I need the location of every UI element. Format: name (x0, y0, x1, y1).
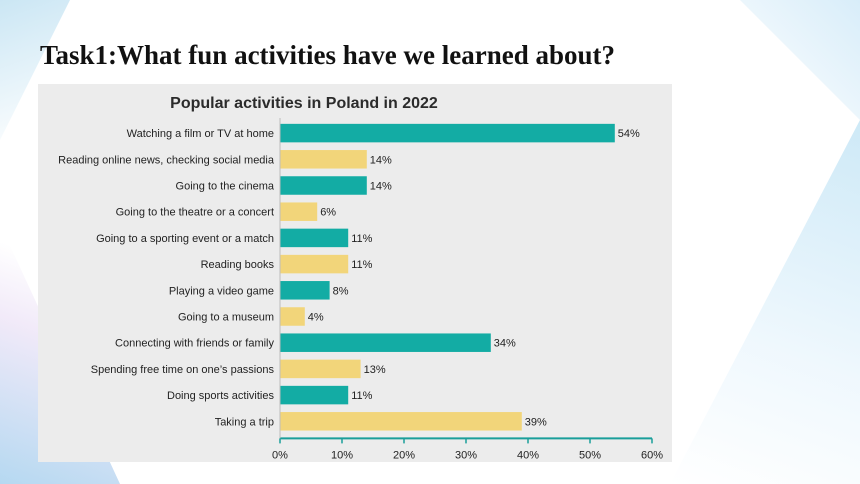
value-label: 13% (364, 364, 386, 376)
x-tick-label: 10% (331, 449, 353, 461)
bar (280, 202, 318, 221)
bar (280, 176, 367, 195)
value-label: 8% (333, 285, 349, 297)
bar (280, 359, 361, 379)
category-label: Doing sports activities (167, 390, 274, 402)
bar-chart: Popular activities in Poland in 2022 Wat… (58, 95, 663, 461)
value-label: 14% (370, 181, 392, 193)
category-label: Reading online news, checking social med… (58, 154, 275, 166)
value-label: 6% (320, 207, 336, 219)
value-label: 34% (494, 338, 516, 350)
x-tick-label: 20% (393, 449, 415, 461)
category-label: Reading books (201, 259, 275, 271)
category-label: Playing a video game (169, 285, 274, 297)
slide-title: Task1:What fun activities have we learne… (40, 40, 616, 70)
chart-panel: Popular activities in Poland in 2022 Wat… (38, 84, 672, 462)
bar (280, 412, 522, 431)
bar (280, 123, 615, 143)
value-label: 11% (351, 259, 372, 271)
value-label: 11% (351, 233, 372, 245)
category-label: Spending free time on one’s passions (91, 364, 275, 376)
x-tick-label: 60% (641, 449, 663, 461)
value-label: 11% (351, 390, 372, 402)
bar (280, 281, 330, 300)
background-decoration-bottom-right (670, 120, 860, 484)
category-label: Going to the cinema (176, 181, 275, 193)
bar (280, 307, 305, 326)
chart-title: Popular activities in Poland in 2022 (170, 95, 438, 112)
value-label: 39% (525, 416, 547, 428)
bar (280, 228, 349, 248)
bar (280, 333, 491, 352)
chart-rows: Watching a film or TV at home 54% Reading … (58, 123, 640, 431)
background-decoration-top-right (740, 0, 860, 120)
value-label: 4% (308, 312, 324, 324)
bar (280, 254, 349, 274)
category-label: Watching a film or TV at home (127, 128, 274, 140)
x-axis: 0% 10% 20% 30% 40% 50% 60% (272, 118, 663, 461)
value-label: 54% (618, 128, 640, 140)
x-tick-label: 0% (272, 449, 288, 461)
category-label: Connecting with friends or family (115, 338, 274, 350)
bar (280, 150, 367, 169)
category-label: Taking a trip (215, 416, 274, 428)
value-label: 14% (370, 154, 392, 166)
bar (280, 385, 349, 405)
category-label: Going to a museum (178, 312, 274, 324)
x-tick-label: 30% (455, 449, 477, 461)
category-label: Going to a sporting event or a match (96, 233, 274, 245)
x-tick-label: 50% (579, 449, 601, 461)
category-label: Going to the theatre or a concert (116, 207, 274, 219)
x-tick-label: 40% (517, 449, 539, 461)
